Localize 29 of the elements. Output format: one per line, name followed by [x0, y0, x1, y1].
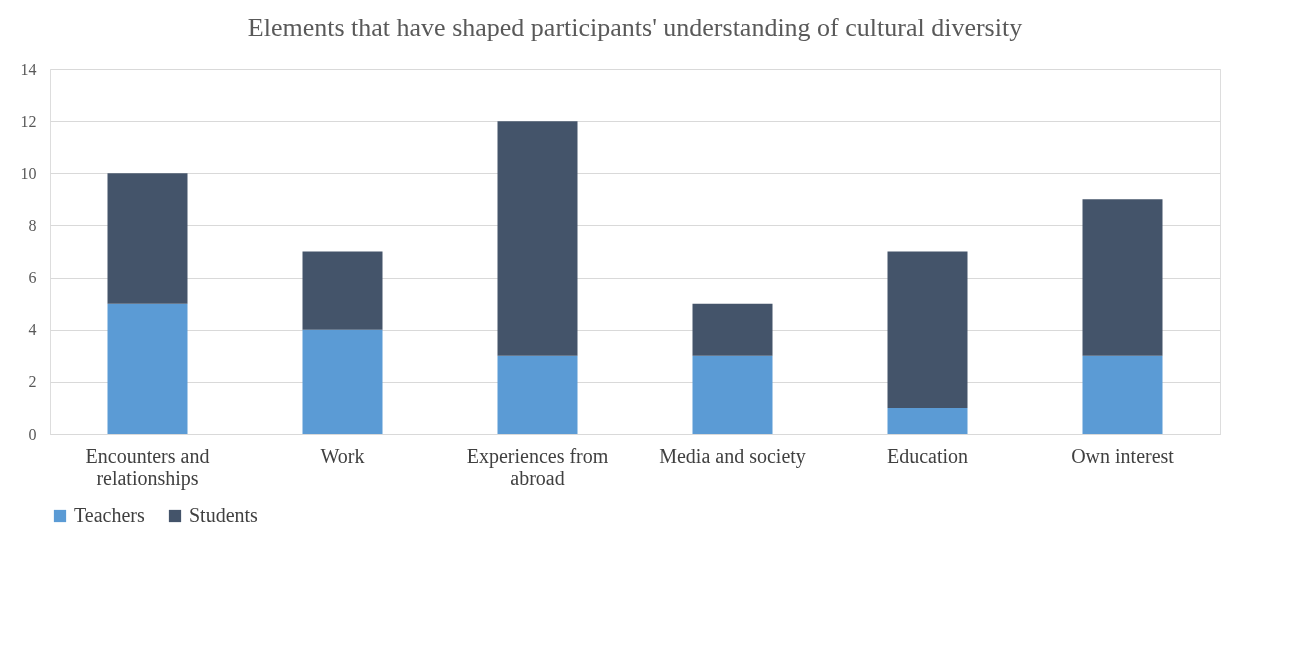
x-tick-label: Work — [320, 444, 365, 467]
x-tick-label: Education — [886, 444, 969, 467]
bar — [302, 329, 383, 434]
bar — [887, 407, 968, 434]
bar — [107, 303, 188, 434]
bar — [497, 121, 578, 356]
y-tick-label: 2 — [28, 373, 37, 391]
bar — [887, 251, 968, 408]
y-tick-label: 12 — [20, 112, 37, 130]
x-tick-label: Media and society — [659, 444, 806, 468]
y-tick-label: 0 — [28, 425, 37, 443]
y-tick-label: 10 — [20, 164, 37, 182]
bar — [302, 251, 383, 330]
y-tick-label: 6 — [28, 269, 37, 287]
legend-label: Students — [189, 504, 259, 526]
x-tick-label: Encounters and relationships — [85, 444, 210, 490]
legend-label: Teachers — [74, 504, 145, 526]
y-tick-label: 8 — [28, 216, 37, 234]
bar — [692, 303, 773, 356]
bar — [107, 173, 188, 304]
x-tick-label: Experiences from abroad — [466, 444, 609, 489]
chart-title: Elements that have shaped participants' understanding of cultural diversity — [247, 13, 1023, 42]
bar — [1082, 355, 1163, 434]
bar — [692, 355, 773, 434]
y-tick-label: 14 — [20, 60, 37, 78]
x-tick-label: Own interest — [1071, 444, 1175, 467]
bar — [1082, 199, 1163, 356]
bar — [497, 355, 578, 434]
y-tick-label: 4 — [28, 321, 37, 339]
